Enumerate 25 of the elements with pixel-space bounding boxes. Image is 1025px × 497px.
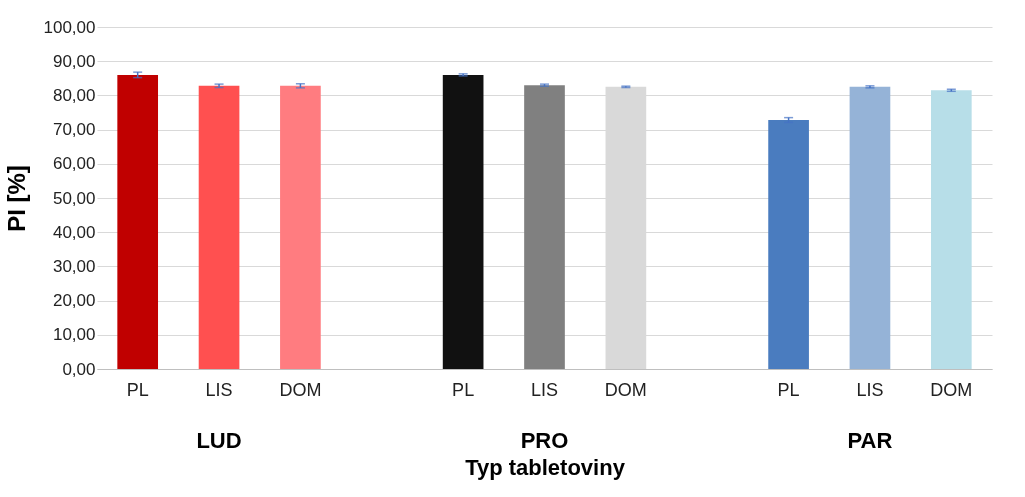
y-tick-label: 100,00 — [43, 17, 96, 37]
y-tick-label: 0,00 — [62, 359, 96, 379]
y-tick-label: 40,00 — [52, 222, 96, 242]
y-tick-label: 80,00 — [52, 85, 96, 105]
text: PAR — [847, 428, 893, 453]
x-tick-label: PL — [126, 379, 149, 400]
text: LUD — [196, 428, 242, 453]
x-tick-label: DOM — [604, 379, 647, 400]
y-axis-title: PI [%] — [2, 165, 30, 232]
x-tick-label: DOM — [930, 379, 973, 400]
x-axis-title: Typ tabletoviny — [465, 454, 626, 480]
x-tick-label: DOM — [279, 379, 322, 400]
x-tick-label: LIS — [530, 379, 559, 400]
x-tick-label: PL — [777, 379, 800, 400]
y-tick-label: 10,00 — [52, 325, 96, 345]
text: PRO — [520, 428, 569, 453]
y-tick-label: 30,00 — [52, 256, 96, 276]
x-tick-label: LIS — [856, 379, 884, 400]
y-tick-label: 90,00 — [52, 51, 96, 71]
y-tick-label: 20,00 — [52, 291, 96, 311]
x-tick-label: LIS — [205, 379, 233, 400]
y-tick-label: 60,00 — [52, 154, 96, 174]
x-tick-label: PL — [452, 379, 475, 400]
y-tick-label: 50,00 — [52, 188, 96, 208]
y-tick-label: 70,00 — [52, 120, 96, 140]
